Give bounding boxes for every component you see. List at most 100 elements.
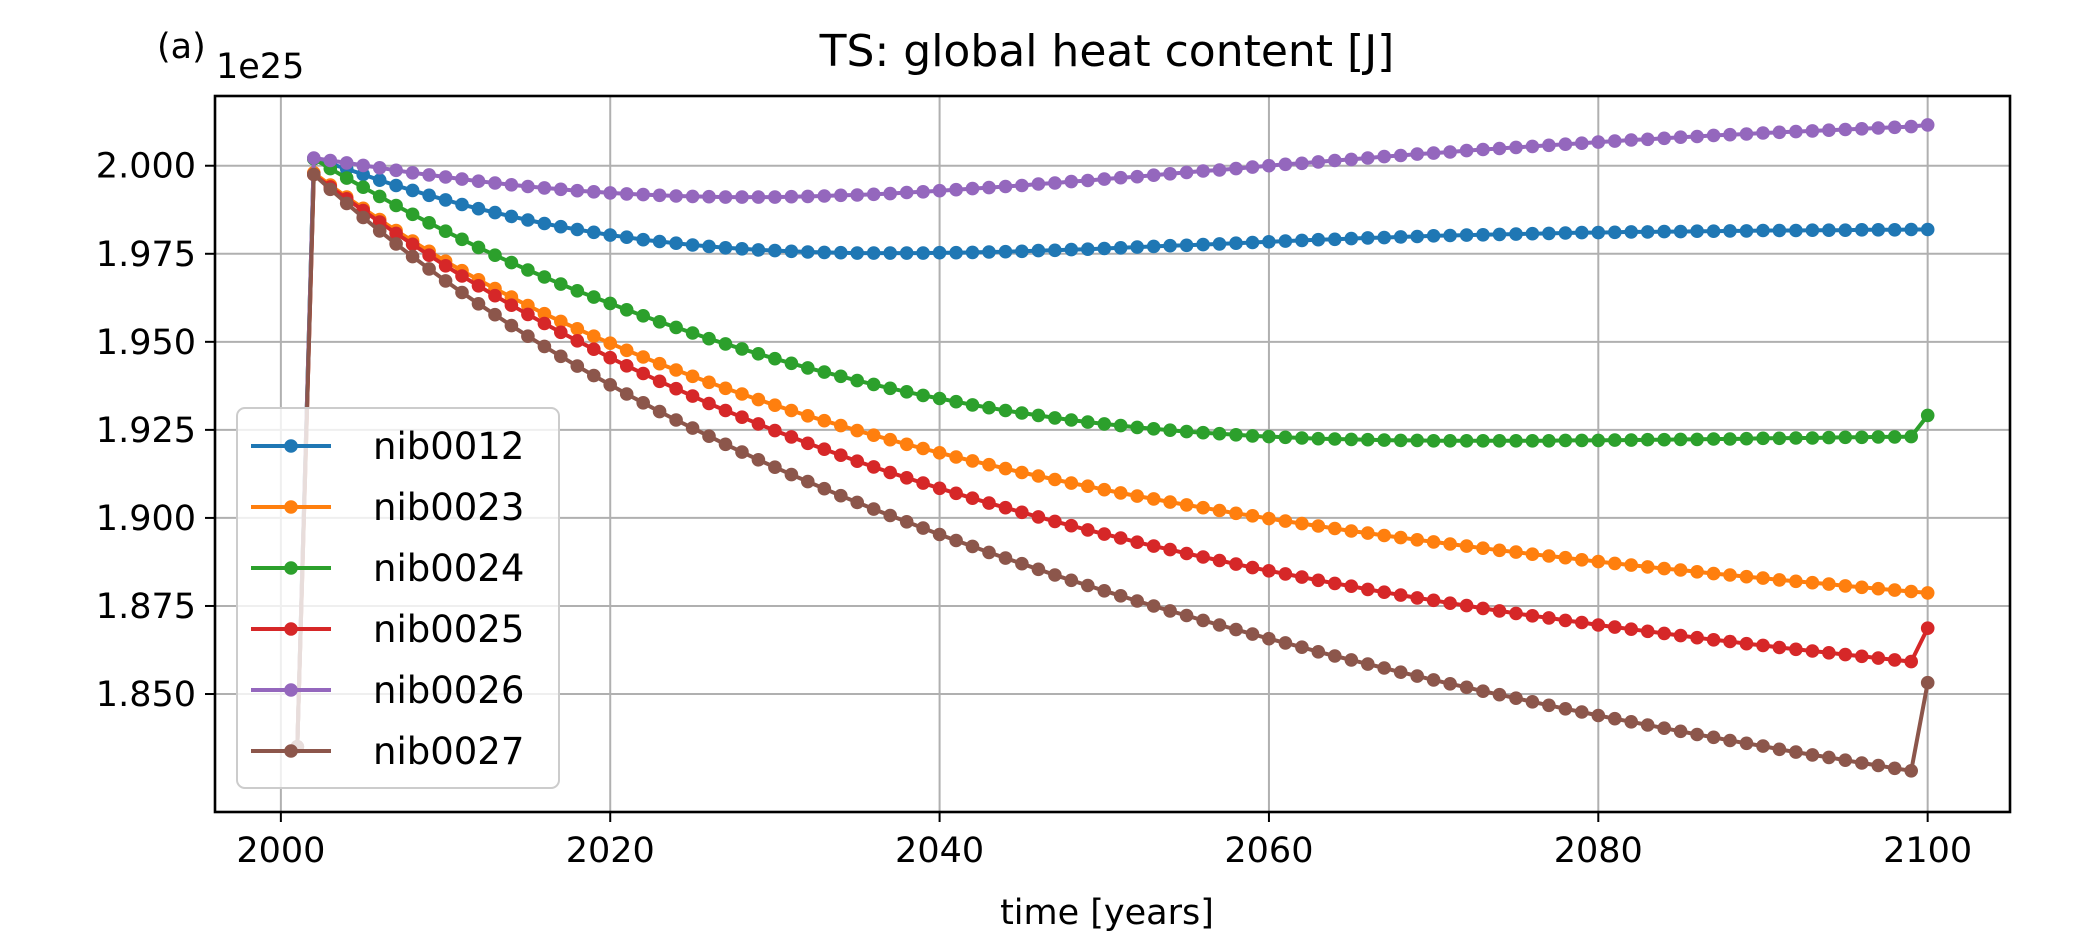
data-point: [1328, 232, 1342, 247]
data-point: [1871, 430, 1886, 444]
data-point: [554, 219, 568, 234]
data-point: [751, 190, 766, 204]
data-point: [603, 228, 617, 242]
data-point: [866, 246, 881, 260]
data-point: [718, 381, 733, 396]
data-point: [1805, 748, 1820, 762]
data-point: [339, 196, 354, 211]
data-point: [1855, 580, 1869, 595]
data-point: [1443, 434, 1457, 448]
data-point: [949, 394, 963, 409]
data-point: [1278, 234, 1293, 248]
data-point: [438, 224, 453, 238]
data-point: [488, 205, 502, 220]
data-point: [1064, 573, 1079, 588]
data-point: [1624, 558, 1638, 572]
data-point: [1789, 642, 1803, 657]
data-point: [1229, 236, 1243, 250]
data-point: [1443, 677, 1457, 691]
data-point: [405, 166, 420, 180]
data-point: [603, 186, 617, 200]
data-point: [916, 246, 930, 260]
data-point: [850, 246, 864, 260]
data-point: [1525, 609, 1540, 623]
data-point: [702, 331, 716, 346]
legend-marker: [284, 561, 298, 575]
data-point: [735, 242, 749, 256]
data-point: [965, 454, 980, 468]
legend-label: nib0012: [373, 425, 524, 468]
data-point: [1229, 557, 1243, 571]
data-point: [1130, 489, 1144, 503]
data-point: [1904, 654, 1918, 669]
data-point: [1772, 742, 1787, 757]
data-point: [1920, 621, 1935, 635]
data-point: [1525, 434, 1540, 448]
data-point: [1262, 631, 1276, 646]
data-point: [1920, 675, 1935, 690]
data-point: [1361, 582, 1375, 597]
y-tick-label: 1.975: [96, 235, 196, 275]
data-point: [570, 359, 585, 373]
data-point: [866, 428, 881, 443]
data-point: [1262, 158, 1276, 173]
data-point: [1196, 164, 1210, 178]
data-point: [1163, 542, 1177, 557]
data-point: [1723, 634, 1737, 649]
data-point: [1739, 736, 1754, 751]
data-point: [998, 179, 1013, 194]
data-point: [735, 410, 749, 425]
data-point: [1459, 539, 1474, 553]
data-point: [1690, 630, 1704, 645]
data-point: [389, 163, 403, 178]
data-point: [1179, 238, 1194, 253]
data-point: [801, 474, 815, 489]
data-point: [1113, 418, 1128, 433]
data-point: [850, 188, 864, 202]
data-point: [1525, 695, 1540, 709]
data-point: [1295, 570, 1309, 584]
data-point: [1426, 593, 1441, 608]
legend-entry: nib0026: [251, 669, 524, 712]
data-point: [1673, 563, 1688, 577]
data-point: [1081, 523, 1095, 537]
data-point: [932, 391, 947, 406]
data-point: [1492, 543, 1507, 558]
data-point: [1542, 549, 1556, 563]
data-point: [1624, 433, 1638, 447]
data-point: [784, 244, 799, 259]
data-point: [1295, 431, 1309, 445]
series-line: [295, 172, 1930, 747]
data-point: [899, 471, 914, 485]
data-point: [1739, 127, 1754, 141]
data-point: [1591, 708, 1606, 723]
legend: nib0012 nib0023 nib0024 nib0025 nib0026 nib00…: [236, 407, 560, 789]
data-point: [784, 189, 799, 204]
data-point: [1130, 535, 1144, 549]
data-point: [1772, 573, 1787, 587]
data-point: [932, 527, 947, 542]
data-point: [1097, 527, 1112, 541]
data-point: [1410, 591, 1424, 605]
data-point: [504, 255, 519, 270]
data-point: [751, 453, 766, 467]
data-point: [356, 158, 371, 173]
series-nib0027: [290, 167, 1935, 778]
x-axis-ticks: 2000 2020 2040 2060 2080 2100: [236, 812, 1972, 871]
data-point: [1311, 645, 1326, 659]
data-point: [521, 263, 535, 277]
data-point: [899, 185, 914, 200]
data-point: [1031, 408, 1046, 423]
data-point: [636, 350, 650, 364]
data-point: [1575, 705, 1589, 719]
data-point: [768, 398, 782, 413]
data-point: [389, 178, 403, 193]
data-point: [1081, 578, 1095, 593]
data-point: [619, 387, 634, 401]
data-point: [1377, 230, 1391, 245]
data-point: [422, 168, 436, 182]
data-point: [1278, 636, 1293, 650]
data-point: [1179, 546, 1194, 561]
data-point: [1393, 530, 1408, 545]
